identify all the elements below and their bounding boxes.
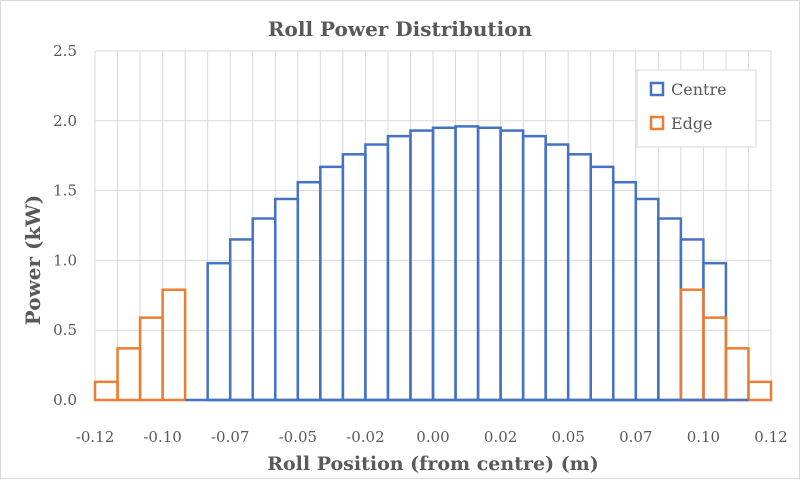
bar-centre — [206, 261, 232, 402]
legend-label-edge: Edge — [671, 114, 713, 133]
bar-centre — [612, 180, 638, 402]
legend-label-centre: Centre — [671, 80, 727, 99]
bar-edge — [724, 347, 750, 402]
bar-edge — [679, 288, 705, 402]
y-tick-labels: 0.0 0.5 1.0 1.5 2.0 2.5 — [53, 42, 77, 409]
x-tick-label: -0.12 — [76, 428, 114, 446]
x-tick-label: 0.00 — [416, 428, 449, 446]
x-tick-label: -0.02 — [346, 428, 384, 446]
x-tick-label: 0.05 — [551, 428, 584, 446]
x-tick-label: -0.07 — [211, 428, 249, 446]
x-tick-label: 0.12 — [754, 428, 787, 446]
legend: Centre Edge — [636, 69, 757, 148]
bar-edge — [93, 380, 119, 402]
bar-centre — [296, 180, 322, 402]
bar-centre — [589, 165, 615, 402]
y-tick-label: 2.0 — [53, 112, 77, 130]
bar-centre — [476, 126, 502, 402]
bar-centre — [251, 217, 277, 402]
bar-centre — [228, 238, 254, 402]
bar-centre — [679, 238, 705, 402]
bar-edge — [161, 288, 187, 402]
legend-swatch-edge — [649, 115, 665, 131]
bar-centre — [566, 153, 592, 402]
bar-centre — [364, 143, 390, 402]
bar-centre — [341, 153, 367, 402]
x-axis-label: Roll Position (from centre) (m) — [267, 453, 599, 475]
bar-centre — [454, 125, 480, 402]
x-tick-label: 0.07 — [619, 428, 652, 446]
centre-series — [206, 125, 728, 402]
bar-centre — [521, 134, 547, 402]
y-tick-label: 0.5 — [53, 321, 77, 339]
y-tick-label: 0.0 — [53, 391, 77, 409]
bar-centre — [544, 143, 570, 402]
bar-edge — [116, 347, 142, 402]
bar-centre — [431, 126, 457, 402]
y-tick-label: 2.5 — [53, 42, 77, 60]
bar-centre — [499, 129, 525, 402]
x-tick-label: 0.02 — [484, 428, 517, 446]
bar-centre — [386, 134, 412, 402]
bar-centre — [702, 261, 728, 402]
bar-centre — [634, 197, 660, 402]
bar-centre — [319, 165, 345, 402]
y-tick-label: 1.0 — [53, 251, 77, 269]
chart-title: Roll Power Distribution — [268, 17, 533, 41]
x-tick-labels: -0.12 -0.10 -0.07 -0.05 -0.02 0.00 0.02 0.05 0.0… — [76, 428, 788, 446]
x-tick-label: -0.10 — [143, 428, 181, 446]
y-tick-label: 1.5 — [53, 182, 77, 200]
x-tick-label: -0.05 — [279, 428, 317, 446]
y-axis-label: Power (kW) — [21, 195, 45, 326]
bar-centre — [274, 197, 300, 402]
bar-edge — [747, 380, 773, 402]
bar-centre — [657, 217, 683, 402]
bar-centre — [409, 129, 435, 402]
legend-swatch-centre — [649, 81, 665, 97]
x-tick-label: 0.10 — [687, 428, 720, 446]
